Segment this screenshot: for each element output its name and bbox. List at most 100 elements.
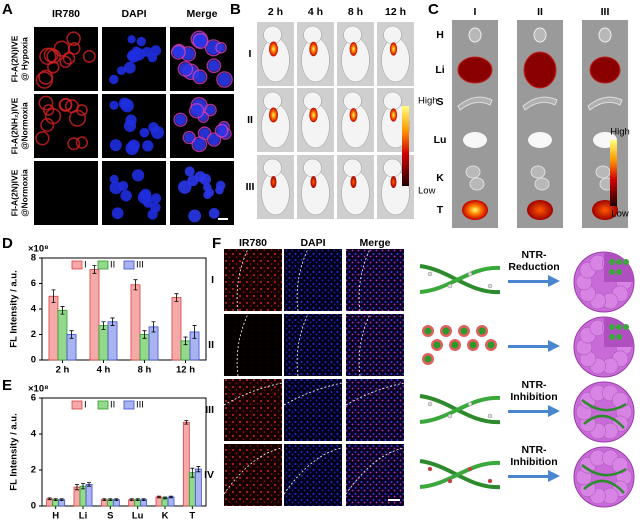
inner-dot	[616, 259, 622, 265]
cell	[204, 103, 217, 117]
cell	[38, 95, 54, 111]
nucleus	[151, 125, 165, 139]
error-bar	[192, 325, 197, 339]
x-tick-label: Li	[79, 511, 87, 522]
row-label: III	[205, 404, 214, 416]
micrograph	[34, 161, 98, 225]
x-tick-label: T	[189, 511, 195, 522]
bar	[194, 468, 202, 507]
nucleus	[190, 104, 203, 117]
cell	[206, 58, 222, 74]
nucleus	[208, 60, 220, 72]
tissue-border	[296, 313, 309, 377]
error-bar	[184, 420, 189, 425]
bar	[171, 297, 182, 361]
mouse-head	[343, 25, 362, 45]
nanoparticle-core	[424, 327, 432, 335]
arrow	[508, 275, 560, 287]
micrograph	[34, 27, 98, 91]
label-dot	[467, 271, 473, 277]
organ	[523, 51, 557, 89]
organ	[530, 165, 546, 179]
error-bar	[151, 321, 156, 333]
label-dot	[427, 271, 433, 277]
legend-label: I	[84, 400, 87, 411]
step-label: NTR-	[521, 379, 547, 391]
scale-high: High	[610, 127, 630, 138]
tissue-border	[236, 313, 249, 377]
inner-dot	[623, 259, 629, 265]
legend-swatch	[97, 260, 109, 270]
organ	[527, 200, 553, 220]
column-label: I	[474, 6, 477, 18]
nucleus	[111, 207, 124, 220]
strand	[419, 459, 501, 490]
error-bar	[133, 279, 138, 291]
surface-strand	[581, 464, 627, 494]
tissue-border	[358, 248, 371, 312]
nucleus	[216, 43, 226, 52]
nucleus	[208, 134, 220, 146]
fluorescence	[270, 176, 277, 188]
organ	[534, 177, 550, 191]
nucleus	[118, 97, 131, 110]
nanoparticle-core	[433, 341, 441, 349]
column-label: III	[601, 6, 610, 18]
nucleus	[188, 209, 202, 223]
cell	[192, 69, 208, 85]
organ-label: K	[436, 172, 444, 184]
time-label: 4 h	[308, 6, 323, 18]
bar	[130, 284, 141, 361]
error-bar	[135, 498, 140, 501]
error-bar	[87, 482, 92, 487]
cell	[192, 32, 209, 50]
label-dot	[467, 466, 473, 472]
tissue-image	[224, 249, 282, 311]
strand	[419, 395, 501, 424]
strand	[419, 265, 501, 294]
step-label: NTR-	[521, 249, 547, 261]
y-axis-label: FL Intensity / a.u.	[9, 413, 20, 490]
inner-dot	[609, 334, 615, 340]
mouse-head	[263, 158, 282, 178]
column-header: DAPI	[300, 237, 325, 249]
tissue-border	[283, 382, 343, 406]
nucleus	[143, 198, 153, 208]
row-label-line: FI-A(2N)IVE	[9, 35, 19, 82]
organ	[462, 200, 488, 220]
organ-label: S	[436, 96, 443, 108]
label-dot	[447, 413, 453, 419]
cell	[67, 42, 81, 55]
nucleus	[194, 71, 206, 83]
nucleus	[109, 100, 119, 110]
tissue-border	[345, 447, 405, 495]
legend-label: III	[136, 260, 144, 271]
nucleus	[150, 45, 162, 56]
organ	[589, 56, 621, 84]
error-bar	[69, 330, 74, 339]
inner-dot	[616, 269, 622, 275]
scale-low: Low	[611, 209, 629, 220]
bar	[57, 309, 68, 361]
error-bar	[141, 498, 146, 501]
nucleus	[150, 202, 161, 213]
bar	[85, 483, 93, 507]
row-label-line: FI-A(2NH₂)IVE	[9, 97, 19, 154]
error-bar	[53, 498, 58, 501]
y-tick-label: 4	[31, 304, 37, 315]
y-tick-label: 0	[31, 355, 36, 366]
fluorescence	[269, 41, 278, 57]
cutaway	[604, 317, 634, 347]
organ	[587, 96, 623, 111]
cell	[67, 137, 81, 151]
cell	[62, 52, 76, 65]
step-label: Inhibition	[510, 391, 557, 403]
y-tick-label: 6	[31, 393, 36, 404]
panel-letter: B	[230, 1, 241, 18]
nucleus	[217, 72, 232, 87]
tissue-image	[346, 249, 404, 311]
x-tick-label: S	[107, 511, 113, 522]
fluorescence	[309, 107, 318, 123]
nucleus	[123, 61, 136, 74]
cell	[66, 31, 81, 46]
